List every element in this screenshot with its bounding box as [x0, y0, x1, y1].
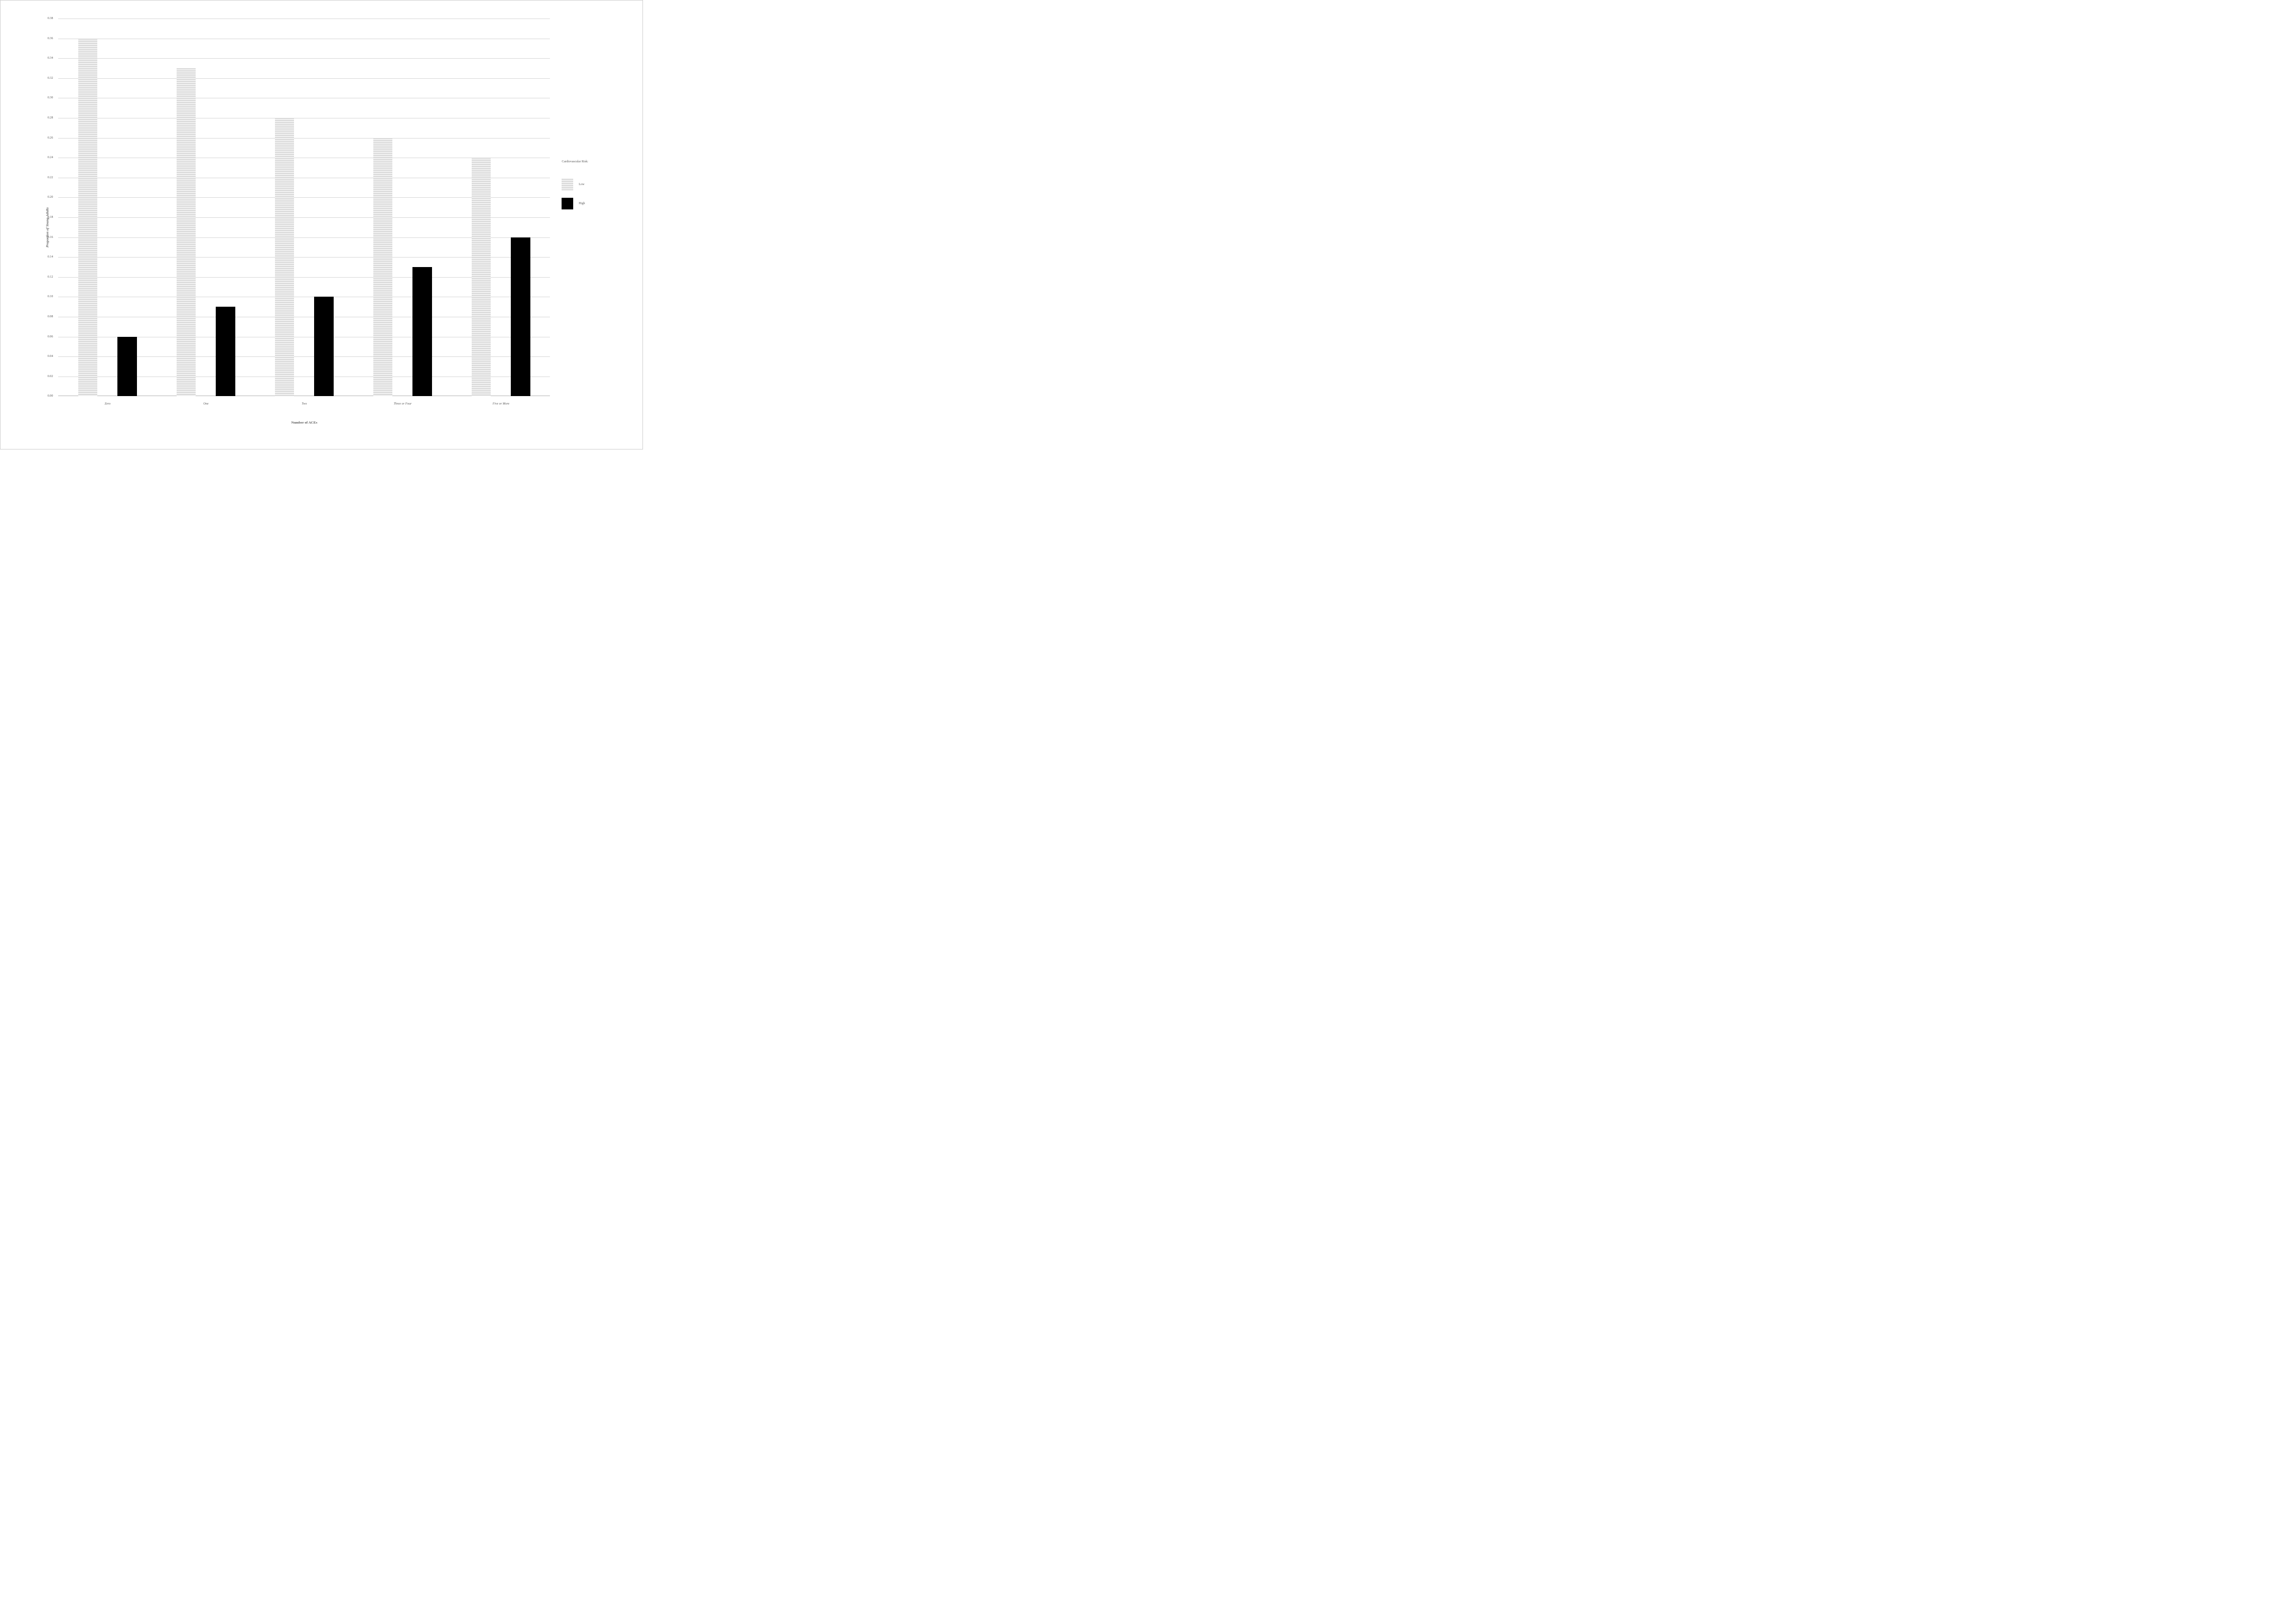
y-tick-label: 0.38: [48, 17, 58, 20]
legend-label: Low: [578, 183, 584, 186]
y-tick-label: 0.36: [48, 37, 58, 40]
y-tick-label: 0.04: [48, 355, 58, 358]
y-tick-label: 0.22: [48, 176, 58, 179]
x-tick-label: Two: [302, 396, 307, 406]
y-tick-label: 0.06: [48, 335, 58, 338]
y-tick-label: 0.12: [48, 276, 58, 279]
y-tick-label: 0.14: [48, 255, 58, 259]
y-tick-label: 0.20: [48, 196, 58, 199]
bar-high: [314, 297, 334, 396]
legend-swatch-low: [562, 179, 573, 190]
gridline: [58, 78, 550, 79]
bar-low: [78, 39, 98, 397]
bar-low: [472, 158, 491, 396]
y-tick-label: 0.10: [48, 295, 58, 298]
y-tick-label: 0.26: [48, 136, 58, 140]
legend-swatch-high: [562, 198, 573, 209]
y-tick-label: 0.00: [48, 394, 58, 398]
y-tick-label: 0.30: [48, 96, 58, 99]
x-axis-title: Number of ACEs: [291, 421, 317, 425]
y-tick-label: 0.08: [48, 315, 58, 318]
legend: Cardiovascular Risk: Low High: [562, 160, 588, 217]
legend-item: High: [562, 198, 588, 209]
gridline: [58, 58, 550, 59]
y-tick-label: 0.28: [48, 116, 58, 120]
y-tick-label: 0.24: [48, 156, 58, 159]
legend-item: Low: [562, 179, 588, 190]
chart-frame: 0.000.020.040.060.080.100.120.140.160.18…: [0, 0, 643, 449]
y-axis-title: Proportion of Young Adults: [46, 207, 50, 247]
legend-title: Cardiovascular Risk:: [562, 160, 588, 164]
x-tick-label: One: [203, 396, 208, 406]
bar-high: [511, 237, 530, 397]
bar-low: [373, 138, 393, 397]
y-tick-label: 0.34: [48, 57, 58, 60]
plot-area: 0.000.020.040.060.080.100.120.140.160.18…: [58, 19, 550, 396]
bar-high: [117, 337, 137, 397]
bar-high: [216, 307, 235, 396]
bar-low: [275, 118, 295, 396]
x-tick-label: Three or Four: [393, 396, 411, 406]
y-tick-label: 0.32: [48, 77, 58, 80]
y-tick-label: 0.02: [48, 375, 58, 378]
x-tick-label: Zero: [105, 396, 111, 406]
gridline: [58, 138, 550, 139]
x-tick-label: Five or More: [493, 396, 510, 406]
bar-high: [412, 267, 432, 396]
legend-label: High: [578, 202, 585, 205]
bar-low: [177, 68, 196, 396]
